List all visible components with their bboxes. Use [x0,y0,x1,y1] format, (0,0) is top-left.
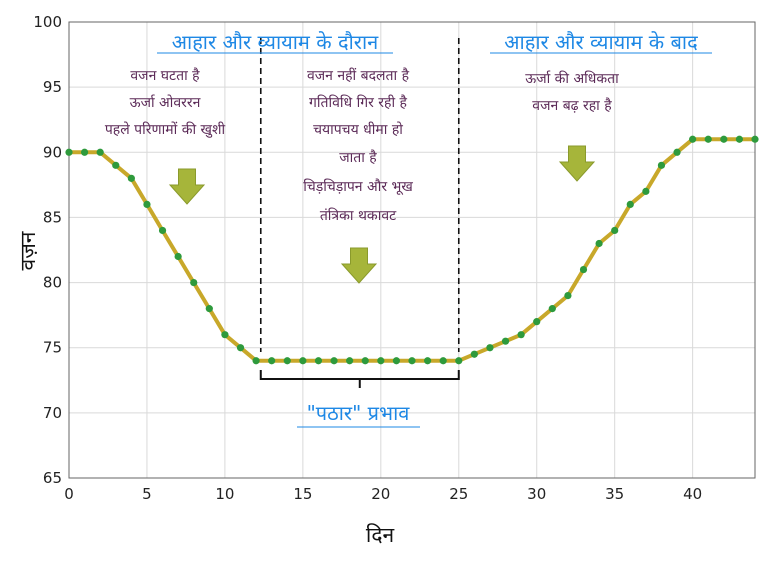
weight-point [377,357,385,365]
x-tick-label: 10 [215,485,234,503]
weight-point [80,148,89,156]
note-gain-1: ऊर्जा की अधिकता [525,70,619,87]
weight-point [548,305,556,313]
phase-title-during: आहार और व्यायाम के दौरान [172,30,379,54]
weight-point [392,357,401,365]
weight-point [205,305,213,313]
phase-dividers [259,38,460,352]
weight-point [174,252,182,261]
y-tick-label: 70 [43,404,62,422]
weight-point [190,278,198,287]
y-tick-labels: 65 70 75 80 85 90 95 100 [33,13,62,487]
x-tick-label: 30 [527,485,546,503]
plateau-label: "पठार" प्रभाव [307,401,411,425]
x-tick-labels: 0 5 10 15 20 25 30 35 40 [64,485,702,503]
y-tick-label: 95 [43,78,62,96]
weight-point [486,344,494,352]
weight-point [735,135,744,143]
weight-point [236,344,245,352]
note-loss-1: वजन घटता है [130,67,200,84]
weight-point [314,357,323,365]
weight-point [720,135,728,143]
x-axis-title: दिन [366,523,395,547]
weight-point [143,200,151,208]
weight-point [626,200,634,208]
note-plateau-1: वजन नहीं बदलता है [307,67,410,84]
weight-point [330,357,338,365]
y-tick-label: 90 [43,143,62,161]
y-tick-label: 65 [43,469,62,487]
weight-point [470,350,478,358]
weight-point [127,174,135,182]
weight-point [96,148,104,156]
weight-series [65,135,759,365]
y-tick-label: 100 [33,13,62,31]
weight-point [704,135,712,143]
x-tick-label: 0 [64,485,74,503]
weight-point [158,226,167,235]
down-arrow-icon [168,168,206,205]
note-gain-2: वजन बढ़ रहा है [532,97,612,114]
x-tick-label: 15 [293,485,312,503]
weight-point [673,148,681,156]
weight-point [751,135,759,143]
weight-point [65,148,73,156]
plateau-bracket [259,370,460,388]
x-tick-label: 35 [605,485,624,503]
note-plateau-4: जाता है [339,149,377,166]
weight-point [423,357,432,365]
down-arrow-icon [340,247,378,284]
x-tick-label: 20 [371,485,390,503]
x-tick-label: 5 [142,485,152,503]
phase-title-after: आहार और व्यायाम के बाद [504,30,698,54]
y-tick-label: 80 [43,274,62,292]
weight-point [611,226,619,235]
weight-point [595,239,603,248]
weight-point [112,161,120,169]
weight-point [657,161,666,169]
y-tick-label: 75 [43,339,62,357]
weight-point [346,357,354,365]
weight-point [268,357,276,365]
weight-point [252,357,260,365]
weight-point [299,357,307,365]
down-arrow-icon [558,145,596,182]
note-plateau-5: चिड़चिड़ापन और भूख [303,178,413,195]
weight-point [221,331,229,339]
x-tick-label: 40 [683,485,702,503]
weight-line [69,137,755,363]
note-plateau-6: तंत्रिका थकावट [320,207,397,224]
weight-point [642,187,650,195]
note-loss-3: पहले परिणामों की खुशी [105,121,226,138]
weight-point [564,292,572,300]
note-plateau-3: चयापचय धीमा हो [313,121,403,138]
weight-point [689,135,697,143]
weight-point [517,331,525,339]
note-plateau-2: गतिविधि गिर रही है [309,94,408,111]
weight-point [579,265,588,274]
down-arrows [168,145,596,284]
y-axis-title: वज़न [16,231,40,270]
weight-point [455,357,463,365]
weight-point [361,357,369,365]
weight-point [501,337,510,345]
weight-point [283,357,291,365]
note-loss-2: ऊर्जा ओवररन [130,94,201,111]
x-tick-label: 25 [449,485,468,503]
bracket-line [259,370,460,380]
weight-point [439,357,447,365]
y-tick-label: 85 [43,208,62,226]
plot-frame [68,21,756,479]
weight-point [408,357,416,365]
weight-point [533,318,541,326]
